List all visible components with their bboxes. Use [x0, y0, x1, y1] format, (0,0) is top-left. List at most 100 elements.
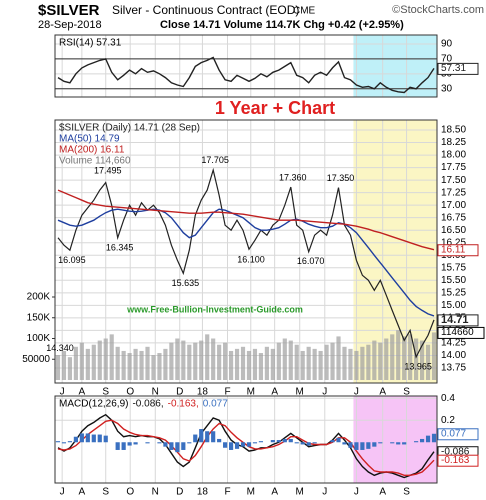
legend-entry: -0.086, — [132, 399, 163, 410]
point-label: 15.635 — [172, 278, 200, 288]
histogram-bar — [223, 442, 228, 448]
histogram-bar — [240, 442, 246, 447]
x-tick-label: J — [322, 387, 327, 398]
panel-title: RSI(14) 57.31 — [59, 38, 122, 49]
y-tick-label: 16.25 — [441, 237, 466, 248]
histogram-bar — [121, 442, 126, 450]
point-label: 16.070 — [297, 256, 325, 266]
histogram-bar — [67, 441, 73, 443]
histogram-bar — [169, 442, 174, 450]
volume-bar — [55, 355, 61, 380]
histogram-bar — [414, 441, 419, 443]
panel-frame — [54, 119, 438, 384]
symbol: $SILVER — [38, 2, 100, 19]
histogram-bar — [199, 429, 204, 443]
x-tick-label: 18 — [197, 487, 209, 498]
x-tick-label: A — [379, 387, 386, 398]
volume-bar — [79, 342, 84, 380]
series-line — [57, 208, 435, 317]
volume-bar — [181, 340, 186, 380]
point-label: 14.340 — [46, 343, 74, 353]
histogram-bar — [282, 438, 287, 443]
volume-bar — [288, 340, 293, 380]
volume-bar — [217, 344, 222, 380]
histogram-bar — [228, 442, 234, 450]
volume-bar — [264, 346, 269, 380]
x-tick-label: A — [271, 487, 278, 498]
y-tick-label: 70 — [441, 54, 453, 65]
volume-bar — [360, 346, 365, 380]
volume-bar — [127, 353, 132, 380]
x-tick-label: D — [176, 487, 183, 498]
histogram-bar — [354, 442, 359, 450]
volume-bar — [425, 344, 431, 380]
legend-entry: Volume 114,660 — [59, 156, 131, 167]
volume-bar — [378, 342, 383, 380]
x-tick-label: O — [126, 387, 134, 398]
point-label: 17.495 — [94, 166, 122, 176]
volume-bar — [342, 346, 347, 380]
volume-bar — [306, 346, 311, 380]
overlay-title: 1 Year + Chart — [215, 98, 335, 118]
volume-bar — [133, 348, 138, 380]
histogram-bar — [431, 433, 437, 443]
histogram-bar — [378, 442, 383, 444]
volume-bar — [402, 336, 407, 380]
x-tick-label: A — [79, 387, 86, 398]
volume-bar — [139, 350, 144, 380]
volume-bar — [252, 348, 258, 380]
point-label: 13.965 — [404, 362, 432, 372]
histogram-bar — [276, 440, 281, 443]
histogram-bar — [246, 442, 252, 447]
histogram-bar — [258, 441, 264, 443]
y-tick-label: 30 — [441, 83, 453, 94]
histogram-bar — [342, 442, 347, 445]
volume-bar — [187, 344, 192, 380]
volume-bar — [330, 342, 335, 380]
histogram-bar — [348, 442, 353, 448]
volume-bar — [145, 346, 150, 380]
volume-bar — [270, 348, 275, 380]
series-line — [57, 189, 435, 251]
histogram-bar — [55, 441, 61, 443]
x-tick-label: S — [102, 387, 109, 398]
value-box-label: -0.086 — [441, 446, 470, 457]
volume-bar — [67, 357, 73, 380]
histogram-bar — [211, 431, 216, 443]
y-tick-label: 15.75 — [441, 262, 466, 273]
volume-tick-label: 50000 — [22, 354, 50, 365]
histogram-bar — [85, 433, 90, 443]
histogram-bar — [396, 442, 401, 445]
histogram-bar — [306, 442, 311, 446]
y-tick-label: 16.50 — [441, 225, 466, 236]
x-tick-label: M — [296, 487, 304, 498]
value-box — [437, 314, 479, 327]
volume-bar — [175, 338, 180, 380]
volume-bar — [312, 348, 317, 380]
volume-bar — [336, 336, 341, 380]
x-tick-label: S — [403, 487, 410, 498]
volume-bar — [211, 338, 216, 380]
point-label: 16.345 — [106, 242, 134, 252]
y-tick-label: 0.4 — [441, 393, 455, 404]
histogram-bar — [175, 442, 180, 453]
value-box-label: 114660 — [441, 327, 474, 338]
histogram-bar — [402, 442, 407, 445]
volume-bar — [372, 340, 377, 380]
histogram-bar — [336, 437, 341, 443]
value-box-label: -0.163 — [441, 455, 470, 466]
x-tick-label: A — [79, 487, 86, 498]
volume-bar — [384, 338, 389, 380]
histogram-bar — [61, 442, 67, 444]
y-tick-label: 90 — [441, 39, 453, 50]
panel-frame — [54, 395, 438, 484]
y-tick-label: 17.25 — [441, 187, 466, 198]
histogram-bar — [187, 442, 192, 444]
y-tick-label: 14.25 — [441, 338, 466, 349]
x-tick-label: A — [379, 487, 386, 498]
histogram-bar — [127, 442, 132, 446]
y-tick-label: 15.00 — [441, 300, 466, 311]
value-box — [437, 428, 479, 441]
histogram-bar — [252, 442, 258, 444]
series-line — [57, 413, 435, 479]
